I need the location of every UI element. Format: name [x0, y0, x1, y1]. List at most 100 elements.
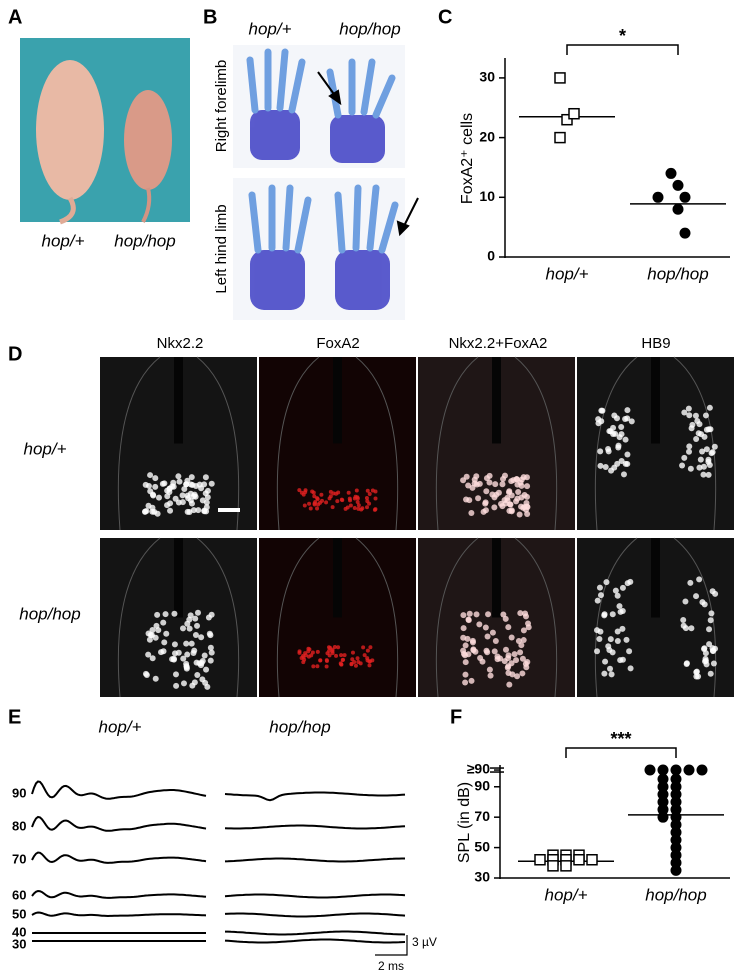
cell: [707, 670, 714, 677]
cell: [146, 636, 153, 643]
data-point: [560, 860, 572, 872]
y-tick-label: ≥90: [467, 761, 490, 777]
data-point: [679, 227, 691, 239]
cell: [199, 497, 206, 504]
cell: [167, 507, 174, 514]
cell: [468, 677, 475, 684]
cell: [599, 407, 606, 414]
cell: [523, 664, 530, 671]
cell: [492, 481, 499, 488]
cell: [465, 651, 472, 658]
cell: [702, 412, 709, 419]
genotype: hop/+: [248, 19, 291, 38]
cell: [506, 681, 513, 688]
cell: [692, 412, 699, 419]
tissue-outline: [435, 356, 558, 531]
level-label: 50: [12, 906, 26, 921]
cell: [693, 673, 700, 680]
cell: [201, 481, 208, 488]
cell: [192, 615, 199, 622]
cell: [149, 655, 156, 662]
data-point: [670, 857, 682, 869]
data-point: [547, 860, 559, 872]
cell: [339, 497, 344, 502]
cell: [164, 487, 171, 494]
cell: [607, 636, 614, 643]
cell: [697, 456, 704, 463]
genotype: hop/hop: [339, 19, 400, 38]
cell: [309, 653, 314, 658]
cell: [516, 511, 523, 518]
trace: [224, 824, 406, 830]
cell: [482, 624, 489, 631]
cell: [169, 656, 176, 663]
cell: [183, 481, 190, 488]
cell: [596, 584, 603, 591]
cell: [696, 576, 703, 583]
cell: [149, 626, 156, 633]
cell: [524, 483, 531, 490]
cell: [484, 633, 491, 640]
cell: [339, 662, 344, 667]
cell: [315, 649, 320, 654]
cell: [499, 503, 506, 510]
cell: [466, 497, 473, 504]
trace: [224, 912, 406, 918]
cell: [624, 451, 631, 458]
cell: [311, 664, 316, 669]
cell: [193, 659, 200, 666]
scale-bar: [218, 508, 240, 512]
cell: [614, 628, 621, 635]
cell: [601, 611, 608, 618]
level-label: 60: [12, 887, 26, 902]
cell: [180, 680, 187, 687]
cell: [348, 503, 353, 508]
cell: [315, 497, 320, 502]
cell: [683, 660, 690, 667]
cell: [627, 665, 634, 672]
cell: [508, 634, 515, 641]
cell: [502, 646, 509, 653]
cell: [195, 507, 202, 514]
data-point: [665, 167, 677, 179]
cell: [302, 503, 307, 508]
cell: [147, 472, 154, 479]
cell: [341, 657, 346, 662]
data-point: [652, 191, 664, 203]
cell: [597, 592, 604, 599]
cell: [513, 498, 520, 505]
cell: [500, 476, 507, 483]
cell: [492, 638, 499, 645]
cell: [609, 611, 616, 618]
cell: [687, 579, 694, 586]
cell: [686, 412, 693, 419]
cell: [362, 653, 367, 658]
micrographs: [100, 356, 734, 698]
cell: [163, 630, 170, 637]
panel-label: C: [438, 6, 452, 28]
data-point: [657, 796, 669, 808]
cell: [706, 404, 713, 411]
cell: [523, 474, 530, 481]
cell: [186, 625, 193, 632]
cell: [172, 671, 179, 678]
cell: [627, 578, 634, 585]
cell: [188, 474, 195, 481]
row-label: Right forelimb: [213, 60, 230, 153]
cell: [328, 489, 333, 494]
cell: [317, 500, 322, 505]
cell: [603, 579, 610, 586]
cell: [372, 507, 377, 512]
cell: [485, 611, 492, 618]
data-point: [670, 796, 682, 808]
cell: [192, 483, 199, 490]
cell: [694, 417, 701, 424]
cell: [680, 622, 687, 629]
cell: [184, 492, 191, 499]
cell: [347, 496, 352, 501]
trace: [224, 791, 406, 802]
cell: [476, 621, 483, 628]
cell: [616, 434, 623, 441]
cell: [477, 655, 484, 662]
